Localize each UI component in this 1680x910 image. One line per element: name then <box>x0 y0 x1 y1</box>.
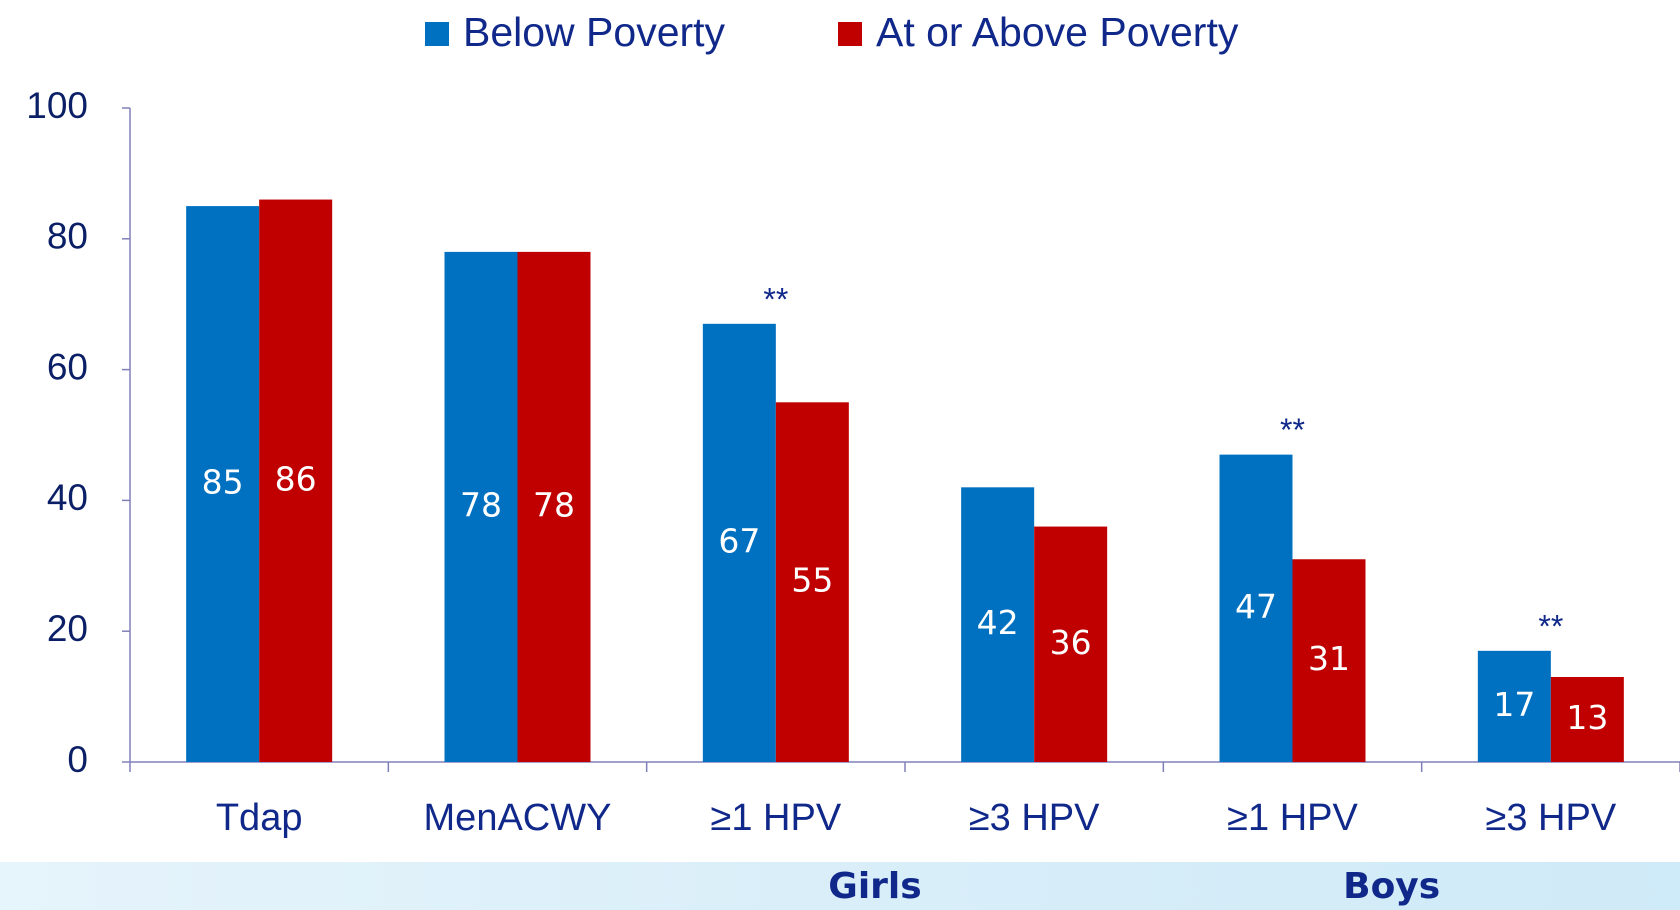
data-label: 78 <box>533 485 575 524</box>
footer-band <box>0 862 1680 910</box>
legend-label: Below Poverty <box>463 9 726 55</box>
legend-swatch <box>425 22 449 46</box>
y-tick-label: 20 <box>47 608 88 649</box>
bar <box>444 251 518 762</box>
bar <box>259 199 333 762</box>
bar <box>1477 650 1551 762</box>
data-label: 85 <box>202 463 244 502</box>
legend-swatch <box>838 22 862 46</box>
data-label: 42 <box>977 603 1019 642</box>
y-tick-label: 0 <box>67 739 88 780</box>
bar <box>775 402 849 762</box>
bar <box>1550 676 1624 762</box>
x-tick-label: MenACWY <box>424 797 612 839</box>
x-tick-label: ≥1 HPV <box>710 797 841 839</box>
x-tick-label: Tdap <box>216 797 303 839</box>
bar <box>517 251 591 762</box>
bar <box>961 487 1035 762</box>
x-tick-label: ≥1 HPV <box>1227 797 1358 839</box>
annotation: ** <box>763 281 788 317</box>
y-tick-label: 80 <box>47 216 88 257</box>
group-label: Girls <box>828 866 921 907</box>
data-label: 13 <box>1566 698 1608 737</box>
y-tick-label: 100 <box>26 85 88 126</box>
data-label: 78 <box>460 485 502 524</box>
group-label: Boys <box>1343 866 1440 907</box>
legend-label: At or Above Poverty <box>876 9 1239 55</box>
data-label: 55 <box>791 561 833 600</box>
x-tick-label: ≥3 HPV <box>969 797 1100 839</box>
data-label: 31 <box>1308 639 1350 678</box>
data-label: 47 <box>1235 587 1277 626</box>
y-tick-label: 60 <box>47 346 88 387</box>
data-label: 86 <box>275 459 317 498</box>
x-tick-label: ≥3 HPV <box>1485 797 1616 839</box>
y-tick-label: 40 <box>47 477 88 518</box>
bar <box>702 323 776 762</box>
bar <box>1219 454 1293 762</box>
annotation: ** <box>1280 412 1305 448</box>
data-label: 17 <box>1493 685 1535 724</box>
bar <box>186 206 260 763</box>
data-label: 36 <box>1050 623 1092 662</box>
annotation: ** <box>1538 608 1563 644</box>
data-label: 67 <box>718 521 760 560</box>
bar <box>1034 526 1108 762</box>
bar <box>1292 559 1366 762</box>
